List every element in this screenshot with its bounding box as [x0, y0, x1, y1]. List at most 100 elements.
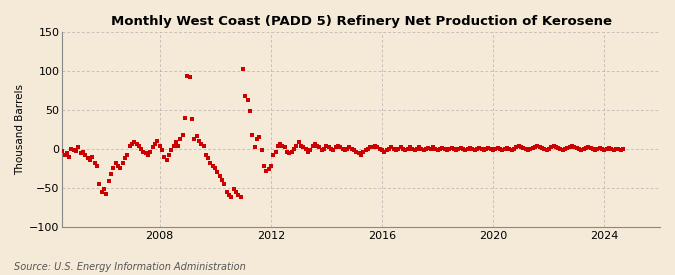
Point	[94, 182, 105, 186]
Point	[66, 147, 77, 151]
Point	[57, 149, 68, 153]
Point	[383, 147, 394, 151]
Point	[182, 74, 193, 79]
Point	[360, 148, 371, 152]
Point	[335, 145, 346, 149]
Point	[524, 147, 535, 151]
Point	[411, 147, 422, 151]
Point	[576, 147, 587, 152]
Point	[391, 148, 402, 152]
Point	[76, 150, 86, 155]
Point	[293, 140, 304, 145]
Point	[110, 161, 121, 165]
Point	[388, 147, 399, 151]
Point	[298, 145, 308, 149]
Point	[103, 179, 114, 184]
Point	[82, 156, 93, 160]
Point	[228, 187, 239, 191]
Point	[122, 153, 132, 157]
Point	[203, 156, 214, 160]
Point	[583, 145, 594, 149]
Point	[483, 146, 494, 150]
Point	[48, 131, 59, 135]
Point	[279, 145, 290, 149]
Point	[124, 144, 135, 148]
Point	[244, 109, 255, 114]
Point	[516, 145, 526, 149]
Point	[372, 145, 383, 149]
Point	[469, 147, 480, 152]
Point	[562, 146, 573, 150]
Point	[270, 150, 281, 154]
Point	[317, 148, 327, 152]
Point	[597, 147, 608, 151]
Point	[460, 147, 470, 152]
Point	[330, 145, 341, 149]
Point	[520, 147, 531, 151]
Point	[603, 146, 614, 150]
Point	[472, 147, 483, 151]
Point	[50, 130, 61, 134]
Point	[534, 145, 545, 149]
Point	[437, 146, 448, 150]
Point	[414, 145, 425, 149]
Point	[159, 154, 169, 159]
Point	[342, 147, 352, 151]
Point	[300, 147, 311, 151]
Point	[599, 147, 610, 152]
Point	[409, 148, 420, 152]
Point	[154, 144, 165, 148]
Point	[101, 192, 111, 196]
Point	[263, 167, 274, 171]
Point	[198, 144, 209, 148]
Point	[511, 145, 522, 149]
Point	[441, 147, 452, 152]
Point	[309, 142, 320, 146]
Point	[117, 161, 128, 165]
Point	[541, 147, 552, 152]
Point	[254, 135, 265, 139]
Point	[288, 147, 299, 151]
Point	[163, 153, 174, 157]
Point	[272, 144, 283, 148]
Point	[462, 147, 473, 151]
Point	[418, 147, 429, 152]
Point	[479, 147, 489, 152]
Point	[351, 150, 362, 154]
Point	[265, 164, 276, 168]
Point	[365, 145, 376, 149]
Point	[238, 67, 248, 72]
Point	[543, 147, 554, 151]
Point	[226, 195, 237, 199]
Point	[242, 98, 253, 103]
Point	[548, 144, 559, 148]
Point	[157, 148, 167, 152]
Point	[233, 193, 244, 198]
Point	[421, 147, 431, 151]
Point	[490, 147, 501, 151]
Point	[210, 166, 221, 170]
Point	[560, 147, 570, 151]
Point	[126, 142, 137, 146]
Point	[173, 144, 184, 148]
Point	[509, 147, 520, 151]
Point	[404, 145, 415, 149]
Point	[514, 144, 524, 148]
Point	[578, 147, 589, 151]
Point	[305, 148, 316, 152]
Point	[566, 144, 577, 148]
Point	[518, 146, 529, 150]
Point	[312, 144, 323, 148]
Point	[522, 147, 533, 152]
Point	[71, 149, 82, 153]
Point	[580, 146, 591, 150]
Point	[212, 170, 223, 174]
Point	[134, 144, 144, 148]
Point	[275, 142, 286, 146]
Text: Source: U.S. Energy Information Administration: Source: U.S. Energy Information Administ…	[14, 262, 245, 272]
Point	[196, 142, 207, 146]
Point	[585, 146, 596, 150]
Point	[85, 158, 96, 163]
Point	[286, 150, 297, 154]
Point	[131, 142, 142, 146]
